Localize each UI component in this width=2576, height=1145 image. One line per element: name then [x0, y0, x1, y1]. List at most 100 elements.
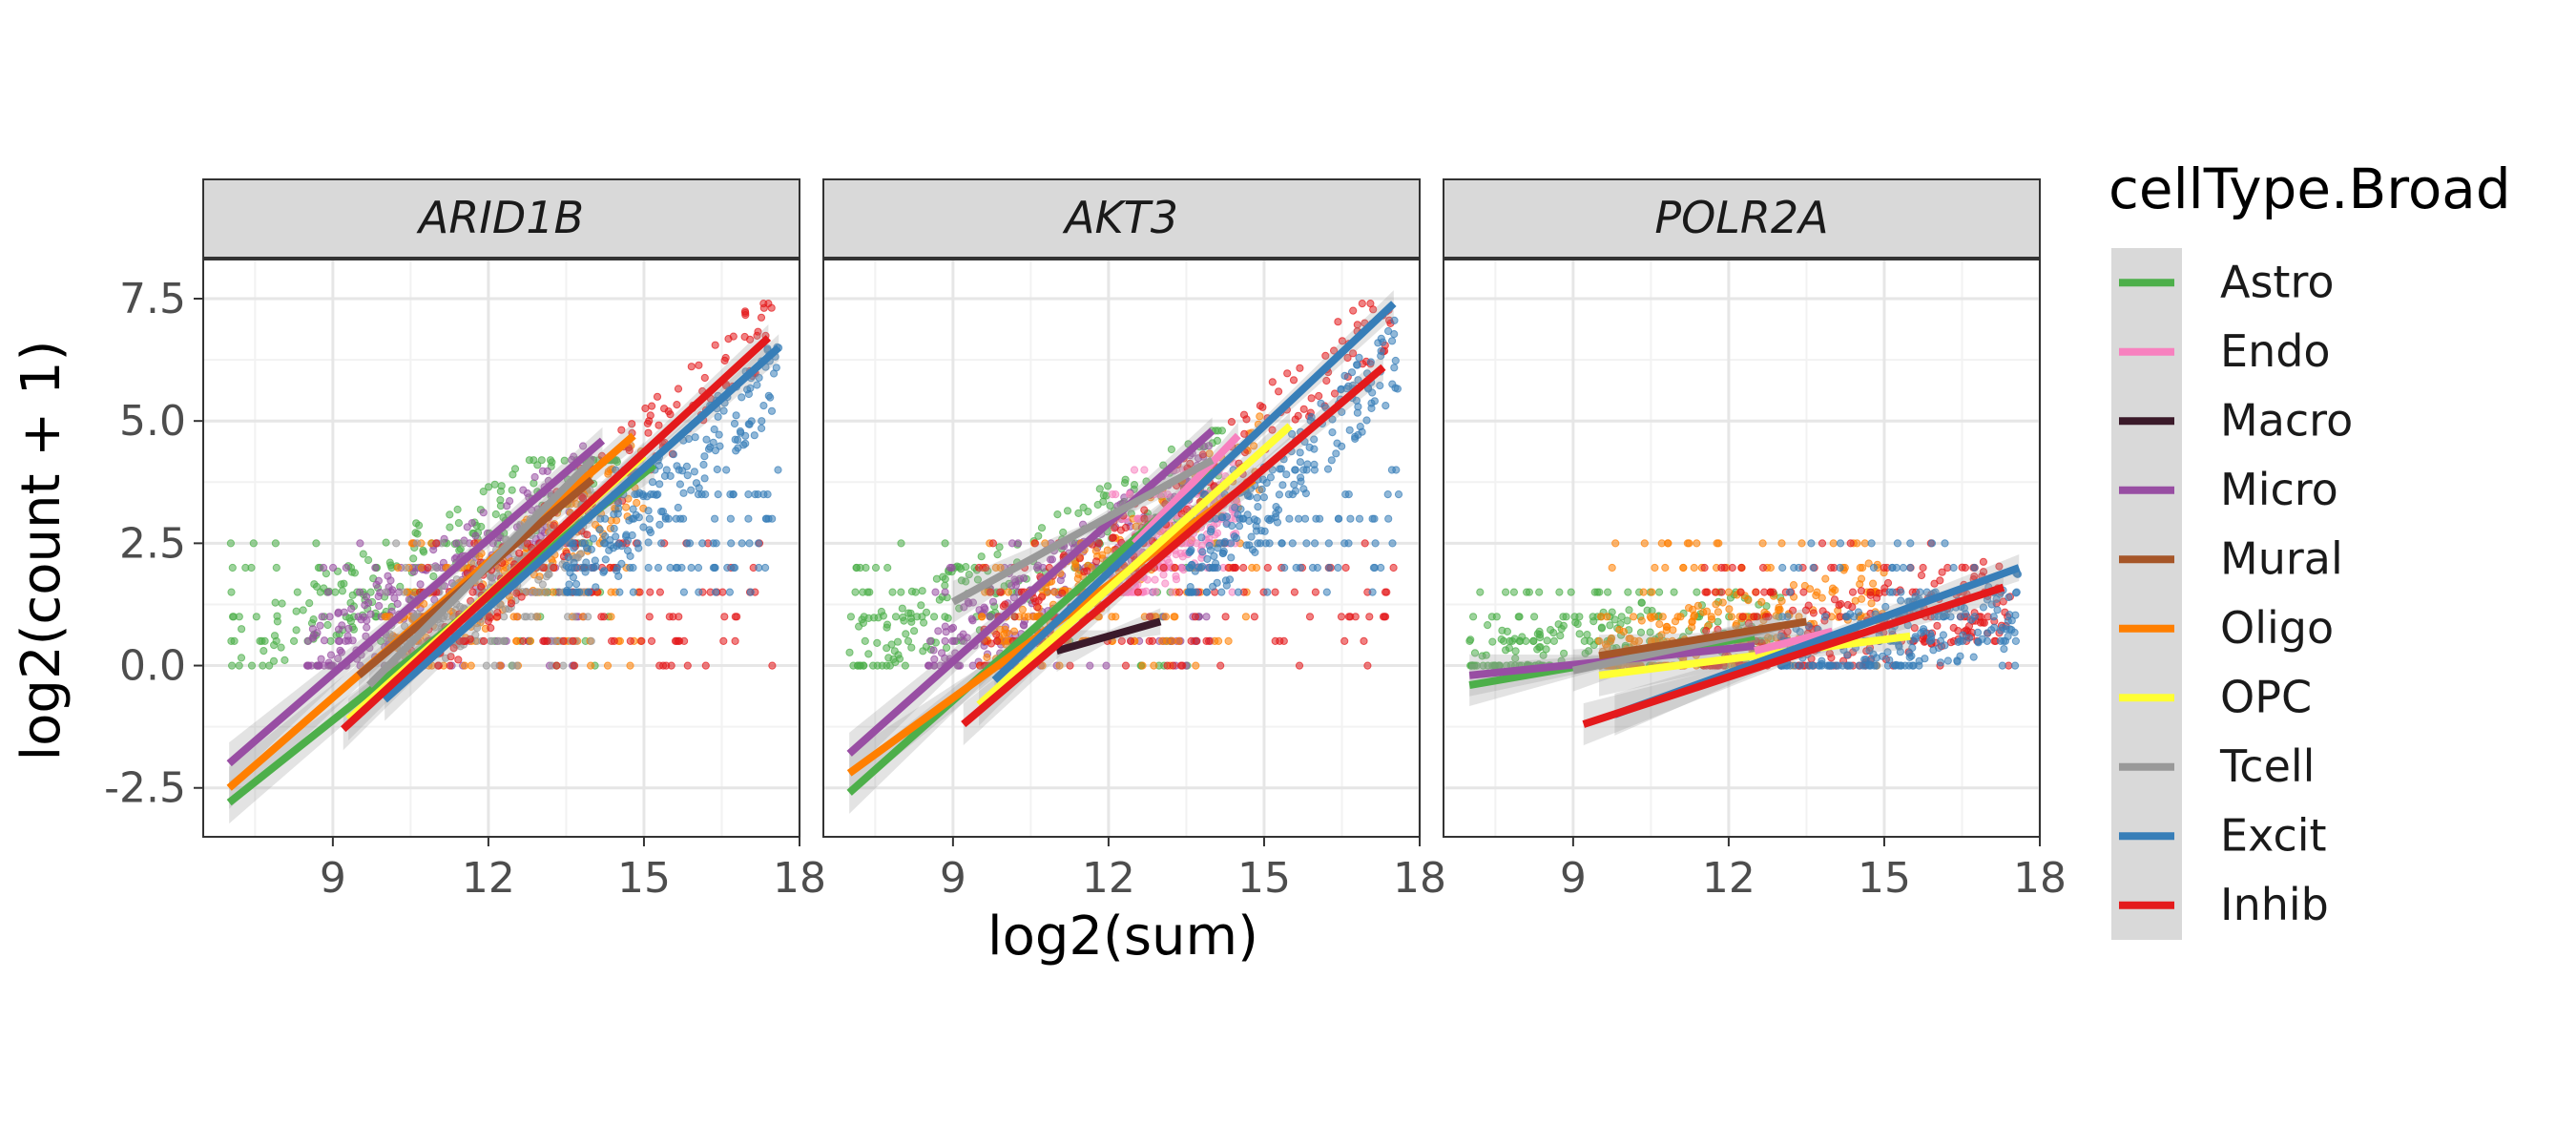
data-point-excit	[1238, 514, 1247, 523]
data-point-oligo	[1702, 607, 1712, 615]
x-tick-label: 9	[320, 854, 346, 903]
data-point-inhib	[729, 332, 737, 341]
data-point-excit	[1263, 588, 1272, 596]
data-point-astro	[1469, 613, 1478, 621]
data-point-astro	[1536, 643, 1545, 652]
data-point-excit	[1202, 588, 1212, 596]
data-point-excit	[2004, 616, 2012, 626]
data-point-astro	[326, 636, 335, 646]
data-point-excit	[1347, 368, 1357, 377]
data-point-micro	[452, 539, 461, 548]
data-point-micro	[363, 623, 371, 632]
data-point-micro	[959, 630, 967, 638]
data-point-excit	[1341, 490, 1350, 499]
data-point-astro	[1623, 616, 1631, 625]
data-point-inhib	[1995, 562, 2004, 571]
legend-label-astro: Astro	[2220, 256, 2335, 307]
data-point-excit	[1998, 661, 2006, 670]
data-point-oligo	[1256, 412, 1264, 421]
data-point-inhib	[1753, 613, 1761, 621]
data-point-excit	[2000, 636, 2008, 646]
data-point-excit	[694, 563, 703, 572]
data-point-excit	[605, 546, 613, 554]
data-point-inhib	[1744, 619, 1754, 628]
data-point-excit	[767, 406, 777, 415]
data-point-astro	[1559, 613, 1568, 621]
data-point-excit	[1227, 553, 1236, 562]
data-point-excit	[1915, 656, 1923, 665]
data-point-excit	[1883, 648, 1892, 656]
data-point-astro	[883, 644, 891, 653]
data-point-inhib	[1080, 568, 1089, 576]
data-point-astro	[316, 588, 324, 596]
data-point-excit	[1253, 516, 1261, 526]
data-point-oligo	[1800, 581, 1809, 591]
data-point-excit	[1262, 479, 1271, 488]
data-point-inhib	[1289, 376, 1298, 385]
data-point-inhib	[1337, 613, 1346, 621]
data-point-oligo	[996, 563, 1005, 572]
data-point-inhib	[1349, 306, 1358, 315]
data-point-inhib	[1307, 394, 1316, 403]
data-point-excit	[610, 524, 618, 533]
data-point-excit	[1865, 661, 1874, 670]
data-point-endo	[1152, 588, 1160, 596]
data-point-micro	[324, 588, 333, 596]
data-point-excit	[564, 552, 572, 562]
data-point-astro	[259, 661, 267, 670]
panel-border	[822, 259, 1421, 838]
fit-line-endo	[1754, 627, 1834, 656]
data-point-astro	[228, 563, 237, 572]
data-point-oligo	[1650, 613, 1659, 621]
data-point-astro	[269, 656, 279, 665]
data-point-oligo	[604, 468, 613, 476]
data-point-tcell	[413, 610, 422, 618]
data-point-inhib	[987, 639, 996, 648]
data-point-astro	[364, 555, 373, 565]
data-point-excit	[730, 419, 739, 428]
data-point-astro	[859, 588, 867, 596]
data-point-inhib	[1224, 563, 1233, 572]
data-point-oligo	[607, 613, 615, 621]
data-point-astro	[1646, 628, 1654, 636]
legend-label-endo: Endo	[2220, 325, 2331, 377]
data-point-astro	[977, 552, 986, 561]
data-point-micro	[366, 610, 375, 618]
data-point-oligo	[1009, 627, 1019, 635]
data-point-astro	[280, 656, 289, 665]
data-point-astro	[1525, 588, 1534, 596]
data-point-inhib	[1175, 588, 1184, 596]
data-point-endo	[1159, 571, 1168, 579]
data-point-inhib	[1290, 588, 1299, 596]
data-point-excit	[672, 514, 680, 523]
data-point-inhib	[1880, 563, 1888, 572]
data-point-micro	[930, 661, 939, 670]
data-point-oligo	[1150, 661, 1158, 670]
data-point-inhib	[1389, 563, 1398, 572]
data-point-micro	[326, 651, 336, 659]
panel-border	[202, 259, 800, 838]
data-point-astro	[973, 575, 983, 584]
data-point-excit	[1260, 527, 1269, 535]
data-point-excit	[1325, 563, 1334, 572]
data-point-excit	[1376, 382, 1384, 390]
data-point-micro	[340, 608, 348, 616]
data-point-astro	[273, 612, 281, 620]
facet-panels: ARID1B 9 12 15 18 -2.5 0.0 2.5 5.0 7.5 AKT3 9 12 15 18…	[104, 178, 2067, 903]
data-point-endo	[1130, 466, 1139, 474]
data-point-astro	[293, 588, 301, 596]
data-point-micro	[463, 523, 471, 531]
data-point-inhib	[1140, 506, 1149, 514]
data-point-oligo	[1619, 628, 1629, 636]
data-point-inhib	[1809, 609, 1818, 617]
data-point-astro	[1655, 588, 1664, 596]
data-point-astro	[885, 661, 895, 670]
data-point-astro	[1079, 503, 1088, 512]
data-point-oligo	[1215, 636, 1223, 646]
data-point-excit	[654, 563, 663, 572]
data-point-inhib	[1030, 539, 1040, 548]
data-point-micro	[342, 636, 350, 646]
data-point-inhib	[577, 492, 586, 502]
data-point-inhib	[1341, 563, 1350, 572]
data-point-excit	[683, 471, 692, 480]
